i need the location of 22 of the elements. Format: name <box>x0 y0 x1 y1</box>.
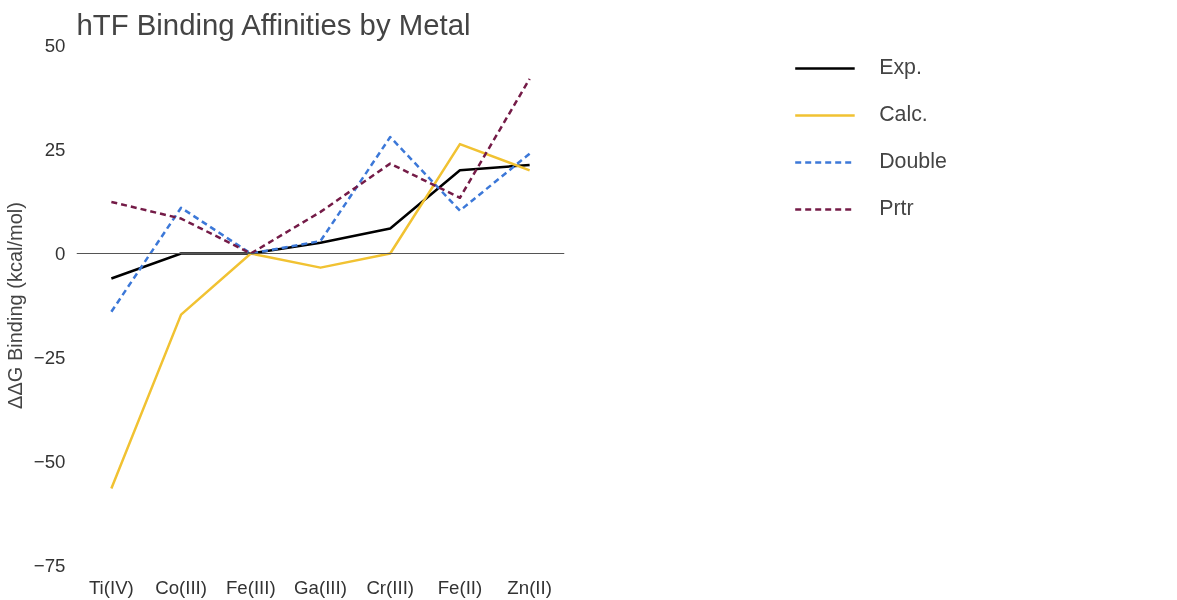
y-tick-label: −25 <box>33 347 66 368</box>
x-tick-label: Ti(IV) <box>88 576 134 598</box>
x-tick-label: Cr(III) <box>366 576 415 598</box>
y-tick-label: 25 <box>44 139 66 160</box>
chart-title: hTF Binding Affinities by Metal <box>76 7 471 41</box>
x-tick-label: Fe(II) <box>437 576 483 598</box>
x-tick-label: Co(III) <box>155 576 207 598</box>
legend-label: Calc. <box>879 102 928 127</box>
legend-label: Exp. <box>879 55 922 80</box>
x-tick-label: Fe(III) <box>225 576 276 598</box>
line-series <box>110 77 531 255</box>
x-tick-label: Ga(III) <box>294 576 347 598</box>
y-tick-label: −50 <box>33 451 66 472</box>
line-series <box>110 135 531 313</box>
y-tick-label: −75 <box>33 555 66 576</box>
legend-label: Prtr <box>879 196 914 221</box>
line-series <box>110 142 531 490</box>
y-axis-title: ΔΔG Binding (kcal/mol) <box>3 202 26 409</box>
y-tick-label: 50 <box>44 35 66 56</box>
x-tick-label: Zn(II) <box>507 576 552 598</box>
legend-label: Double <box>879 149 947 174</box>
y-tick-label: 0 <box>55 243 66 264</box>
